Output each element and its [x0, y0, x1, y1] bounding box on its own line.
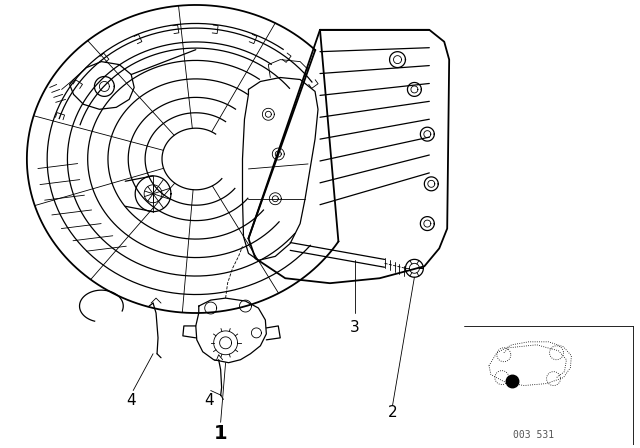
Text: 3: 3	[350, 320, 360, 335]
Text: 1: 1	[214, 424, 227, 444]
Text: 4: 4	[126, 392, 136, 408]
Text: 4: 4	[204, 392, 214, 408]
Text: 003 531: 003 531	[513, 430, 554, 440]
Text: 2: 2	[388, 405, 397, 420]
